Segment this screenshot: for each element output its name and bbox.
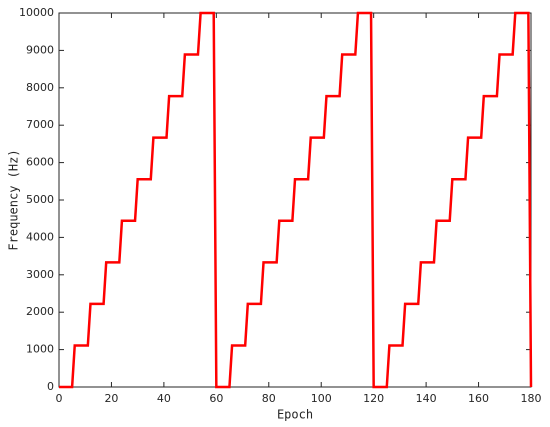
plot-frame <box>58 12 532 388</box>
y-tick-label: 7000 <box>26 118 54 131</box>
y-tick-label: 3000 <box>26 268 54 281</box>
y-axis-label: Frequency (Hz) <box>7 149 21 250</box>
y-tick-label: 5000 <box>26 193 54 206</box>
x-tick-label: 60 <box>209 392 223 405</box>
x-tick-label: 120 <box>363 392 384 405</box>
x-tick-label: 180 <box>521 392 542 405</box>
y-tick-label: 10000 <box>19 6 54 19</box>
y-tick-label: 0 <box>47 380 54 393</box>
y-tick-label: 4000 <box>26 230 54 243</box>
y-tick-label: 2000 <box>26 305 54 318</box>
x-tick-label: 0 <box>56 392 63 405</box>
x-tick-label: 140 <box>416 392 437 405</box>
y-tick-label: 1000 <box>26 343 54 356</box>
data-line <box>59 11 533 389</box>
y-tick-label: 6000 <box>26 156 54 169</box>
x-tick-label: 40 <box>157 392 171 405</box>
x-tick-label: 100 <box>311 392 332 405</box>
x-axis-label: Epoch <box>277 408 313 422</box>
y-tick-label: 8000 <box>26 81 54 94</box>
x-tick-label: 160 <box>468 392 489 405</box>
x-tick-label: 80 <box>262 392 276 405</box>
x-tick-label: 20 <box>104 392 118 405</box>
y-tick-label: 9000 <box>26 43 54 56</box>
